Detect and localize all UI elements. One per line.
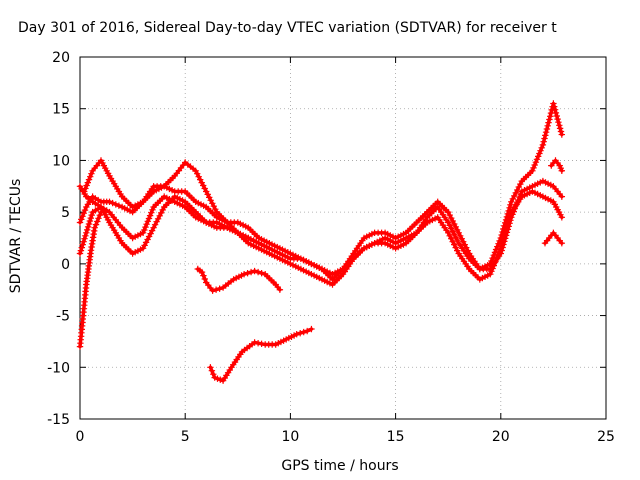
series-markers: [81, 157, 273, 252]
series-track-e: [76, 208, 105, 350]
chart-title: Day 301 of 2016, Sidereal Day-to-day VTE…: [18, 20, 557, 36]
axis-ticks: 0 5 10 15 20 25 -15 -10 -5 0 5 10 15 20: [47, 50, 615, 445]
x-tick-label: 10: [281, 429, 299, 445]
x-tick-label: 25: [597, 429, 615, 445]
series-track-i: [548, 157, 566, 174]
series-markers: [76, 188, 566, 288]
series-track-h: [541, 229, 566, 247]
series-markers: [194, 265, 284, 294]
y-tick-label: 5: [61, 205, 70, 221]
x-tick-label: 15: [387, 429, 405, 445]
y-axis-label: SDTVAR / TECUs: [8, 179, 24, 294]
series-markers: [548, 157, 566, 174]
x-axis-label: GPS time / hours: [281, 458, 398, 474]
x-tick-label: 20: [492, 429, 510, 445]
series-markers: [76, 208, 105, 350]
series-track-g: [207, 325, 315, 384]
y-tick-label: -10: [47, 360, 70, 376]
plot-area-frame: [79, 56, 607, 420]
series-markers: [76, 100, 566, 283]
grid: [80, 57, 606, 419]
x-tick-label: 0: [76, 429, 85, 445]
y-tick-label: 15: [52, 102, 70, 118]
series-track-b: [76, 188, 566, 288]
y-tick-label: 10: [52, 153, 70, 169]
series-markers: [541, 229, 566, 247]
y-tick-label: 20: [52, 50, 70, 66]
series-track-d: [81, 157, 273, 252]
series-track-f: [194, 265, 284, 294]
series-track-c: [76, 100, 566, 283]
y-tick-label: 0: [61, 257, 70, 273]
y-tick-label: -5: [56, 309, 70, 325]
data-series: [76, 100, 566, 384]
series-markers: [207, 325, 315, 384]
x-tick-label: 5: [181, 429, 190, 445]
y-tick-label: -15: [47, 412, 70, 428]
